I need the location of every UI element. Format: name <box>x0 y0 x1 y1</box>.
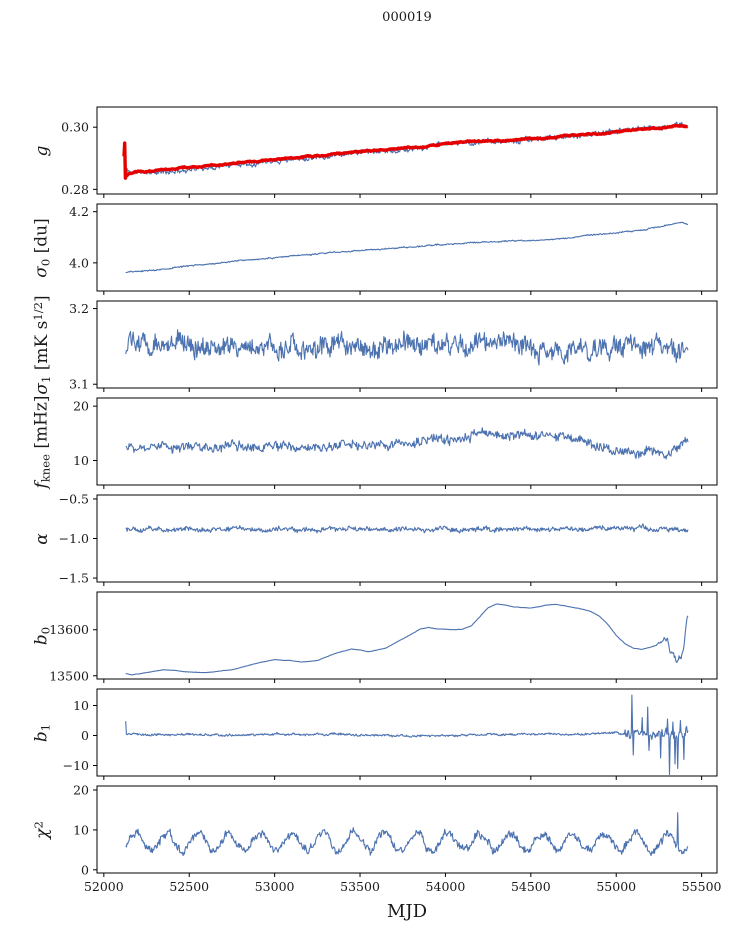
ylabel-part: 1 <box>39 375 54 383</box>
series-b0 <box>125 603 689 676</box>
series-fknee <box>125 427 689 460</box>
ylabel-part: 2 <box>31 820 46 829</box>
series-alpha <box>125 523 689 534</box>
ylabel-part: [du] <box>31 217 52 259</box>
ylabel-chi2: χ2 <box>31 821 52 839</box>
ylabel-part: b <box>31 730 52 742</box>
x-tick-label: 52000 <box>84 879 124 894</box>
ylabel-part: knee <box>38 453 53 482</box>
y-tick-label-fknee: 10 <box>73 453 89 468</box>
ylabel-part: 0 <box>38 258 53 266</box>
ylabel-part: σ <box>32 382 53 395</box>
y-tick-label-alpha: −1.5 <box>59 571 89 586</box>
ylabel-part: 1 <box>38 723 53 731</box>
ylabel-part: 0 <box>38 626 53 634</box>
x-tick-label: 53500 <box>340 879 380 894</box>
y-tick-label-g: 0.30 <box>61 120 89 135</box>
ylabel-b0: b0 <box>31 626 52 644</box>
y-tick-label-b1: −10 <box>63 758 89 773</box>
ylabel-part: χ <box>32 828 53 839</box>
axes-frame-fknee <box>96 397 718 486</box>
x-tick-label: 52500 <box>169 879 209 894</box>
y-tick-label-alpha: −1.0 <box>59 531 89 546</box>
series-b1 <box>125 694 689 776</box>
y-tick-label-sigma1: 3.1 <box>69 377 89 392</box>
ylabel-part: f <box>31 481 52 488</box>
series-g-fit <box>122 123 689 180</box>
y-tick-label-sigma0: 4.0 <box>69 255 89 270</box>
series-sigma1 <box>125 329 689 366</box>
y-tick-label-fknee: 20 <box>73 399 89 414</box>
y-tick-label-sigma1: 3.2 <box>69 301 89 316</box>
y-tick-label-g: 0.28 <box>61 182 89 197</box>
y-tick-label-b0: 13500 <box>49 668 89 683</box>
y-tick-label-sigma0: 4.2 <box>69 204 89 219</box>
ylabel-part: g <box>32 145 52 156</box>
axes-frame-sigma0 <box>96 203 718 292</box>
y-tick-label-b1: 10 <box>73 698 89 713</box>
ylabel-part: ] <box>32 294 53 302</box>
y-tick-label-chi2: 10 <box>73 822 89 837</box>
ylabel-part: [mHz] <box>31 395 52 454</box>
axes-frame-alpha <box>96 494 718 583</box>
ylabel-b1: b1 <box>31 723 52 741</box>
ylabel-part: b <box>31 633 52 645</box>
x-tick-label: 54500 <box>511 879 551 894</box>
ylabel-part: σ <box>31 265 52 278</box>
x-tick-label: 55000 <box>596 879 636 894</box>
ylabel-alpha: α <box>32 533 52 544</box>
x-axis-label: MJD <box>386 901 428 922</box>
ylabel-fknee: fknee [mHz] <box>31 395 52 488</box>
ylabel-part: [mK s <box>32 320 53 376</box>
axes-frame-chi2 <box>96 785 718 874</box>
series-sigma0 <box>125 221 689 274</box>
y-tick-label-b0: 13600 <box>49 622 89 637</box>
y-tick-label-chi2: 20 <box>73 782 89 797</box>
axes-frame-g <box>96 106 718 195</box>
axes-frame-sigma1 <box>96 300 718 389</box>
figure-title: 000019 <box>382 10 432 25</box>
y-tick-label-alpha: −0.5 <box>59 491 89 506</box>
y-tick-label-b1: 0 <box>81 728 89 743</box>
y-tick-label-chi2: 0 <box>81 862 89 877</box>
x-tick-label: 55500 <box>682 879 722 894</box>
ylabel-sigma0: σ0 [du] <box>31 218 52 277</box>
axes-frame-b0 <box>96 591 718 680</box>
ylabel-g: g <box>32 145 52 156</box>
ylabel-sigma1: σ1 [mK s1/2] <box>31 295 53 394</box>
series-chi2 <box>125 812 689 857</box>
x-tick-label: 54000 <box>426 879 466 894</box>
axes-frame-b1 <box>96 688 718 777</box>
ylabel-part: α <box>32 532 52 545</box>
ylabel-part: 1/2 <box>30 301 45 321</box>
x-tick-label: 53000 <box>255 879 295 894</box>
